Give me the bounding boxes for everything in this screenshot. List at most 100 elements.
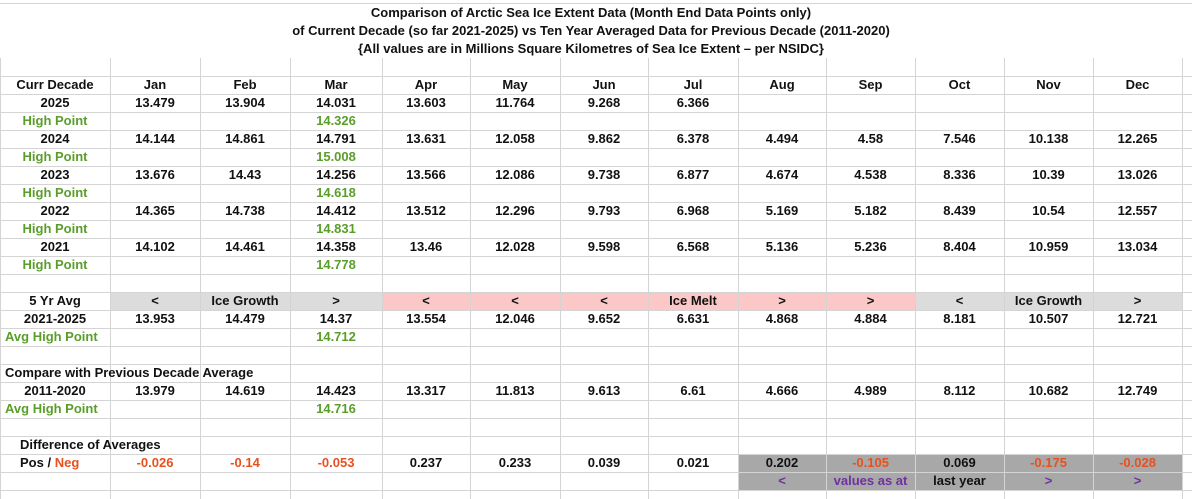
grid-line (915, 58, 916, 499)
cell-value: 13.676 (135, 167, 175, 182)
grid-line (1182, 58, 1183, 499)
grid-line (470, 58, 471, 499)
cell-value: 10.959 (1028, 239, 1069, 254)
grid-line (0, 202, 1192, 203)
cell-value: 11.764 (495, 95, 535, 110)
row-label: Difference of Averages (20, 437, 161, 452)
cell-value: 13.566 (406, 167, 446, 182)
cell-value: 4.538 (854, 167, 887, 182)
row-label: 2021-2025 (23, 311, 87, 326)
row-label: 2025 (40, 95, 70, 110)
cell-value: 0.202 (765, 455, 799, 470)
cell-value: 0.039 (587, 455, 621, 470)
cell-value: 10.138 (1028, 131, 1069, 146)
cell-value: > (332, 293, 340, 308)
cell-value: -0.026 (136, 455, 174, 470)
cell-value: 14.712 (316, 329, 356, 344)
cell-value: 13.034 (1117, 239, 1158, 254)
label-part: Neg (54, 455, 80, 470)
cell-value: 5.236 (854, 239, 887, 254)
cell-value: 6.968 (676, 203, 710, 218)
cell-value: Ice Melt (669, 293, 717, 308)
cell-value: -0.028 (1119, 455, 1156, 470)
cell-value: > (1133, 473, 1142, 488)
cell-fill (738, 454, 1182, 472)
row-label: High Point (22, 185, 88, 200)
cell-value: 8.404 (943, 239, 976, 254)
cell-value: 13.026 (1117, 167, 1158, 182)
grid-line (0, 454, 1192, 455)
cell-value: > (866, 293, 875, 308)
cell-value: 12.296 (495, 203, 535, 218)
cell-value: 14.738 (225, 203, 265, 218)
cell-value: 14.43 (228, 167, 262, 182)
cell-value: 14.791 (316, 131, 356, 146)
cell-value: 5.182 (854, 203, 887, 218)
cell-value: 14.831 (316, 221, 356, 236)
grid-line (0, 364, 1192, 365)
cell-value: 9.738 (587, 167, 621, 182)
cell-value: last year (933, 473, 986, 488)
cell-value: 14.778 (316, 257, 356, 272)
cell-value: 10.507 (1028, 311, 1069, 326)
cell-fill (110, 292, 382, 310)
cell-value: 12.028 (495, 239, 535, 254)
cell-value: 13.317 (406, 383, 446, 398)
column-header: Mar (324, 77, 348, 92)
grid-line (738, 58, 739, 499)
cell-value: 14.461 (225, 239, 265, 254)
cell-value: values as at (833, 473, 908, 488)
grid-line (0, 58, 1, 499)
cell-value: -0.053 (317, 455, 355, 470)
grid-line (0, 94, 1192, 95)
cell-value: 9.613 (587, 383, 621, 398)
grid-line (290, 58, 291, 499)
cell-value: 9.862 (587, 131, 621, 146)
cell-value: 14.358 (316, 239, 356, 254)
cell-value: 4.674 (765, 167, 799, 182)
cell-value: 6.568 (676, 239, 710, 254)
grid-line (0, 238, 1192, 239)
column-header: Sep (858, 77, 883, 92)
row-label: 2023 (40, 167, 70, 182)
cell-value: 6.877 (676, 167, 710, 182)
cell-value: < (422, 293, 430, 308)
cell-value: 13.953 (135, 311, 175, 326)
cell-value: 0.233 (498, 455, 532, 470)
cell-value: 12.721 (1117, 311, 1158, 326)
row-label: High Point (22, 149, 88, 164)
cell-value: 6.366 (676, 95, 710, 110)
cell-value: 13.512 (406, 203, 446, 218)
cell-value: 8.336 (943, 167, 976, 182)
cell-value: 8.439 (943, 203, 976, 218)
cell-value: 6.61 (680, 383, 706, 398)
grid-line (0, 346, 1192, 347)
row-label: Curr Decade (16, 77, 94, 92)
cell-value: 14.144 (135, 131, 175, 146)
grid-line (0, 166, 1192, 167)
cell-value: 14.412 (316, 203, 356, 218)
grid-line (0, 184, 1192, 185)
cell-value: 13.979 (135, 383, 175, 398)
cell-value: 4.884 (854, 311, 887, 326)
grid-line (382, 58, 383, 499)
cell-value: 10.39 (1032, 167, 1065, 182)
cell-value: 0.021 (676, 455, 710, 470)
cell-value: Ice Growth (211, 293, 279, 308)
grid-line (560, 58, 561, 499)
cell-value: 13.631 (406, 131, 446, 146)
title-line: {All values are in Millions Square Kilom… (358, 41, 824, 56)
column-header: May (502, 77, 528, 92)
row-label: Avg High Point (5, 329, 98, 344)
cell-value: 9.268 (587, 95, 621, 110)
column-header: Jan (143, 77, 167, 92)
cell-value: 14.37 (319, 311, 353, 326)
title-line: Comparison of Arctic Sea Ice Extent Data… (370, 5, 812, 20)
cell-value: -0.14 (230, 455, 260, 470)
cell-value: 0.237 (409, 455, 443, 470)
grid-line (1093, 58, 1094, 499)
row-label: 2011-2020 (24, 383, 86, 398)
grid-line (0, 220, 1192, 221)
grid-line (1004, 58, 1005, 499)
